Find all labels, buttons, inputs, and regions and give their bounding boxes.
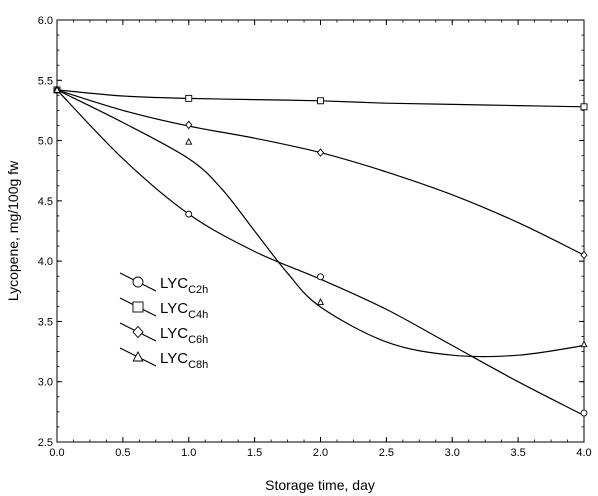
y-tick-label: 5.0 [38, 136, 53, 148]
plot-frame [57, 20, 584, 442]
legend-label-C4h: LYCC4h [160, 300, 208, 321]
data-point-C2h [581, 410, 587, 416]
y-tick-label: 3.0 [38, 377, 53, 389]
data-point-C4h [186, 95, 192, 101]
legend-label-C2h: LYCC2h [160, 275, 208, 296]
legend-marker-C8h [133, 352, 143, 361]
data-point-C2h [318, 274, 324, 280]
y-tick-label: 2.5 [38, 437, 53, 449]
data-point-C4h [318, 98, 324, 104]
x-tick-label: 2.5 [379, 447, 394, 459]
x-tick-label: 1.0 [181, 447, 196, 459]
x-tick-label: 2.0 [313, 447, 328, 459]
legend-label-C6h: LYCC6h [160, 325, 208, 346]
series-line-C8h [57, 90, 584, 357]
series-line-C2h [57, 90, 584, 416]
legend: LYCC2h LYCC4h LYCC6h LYCC8h [120, 273, 208, 371]
y-tick-label: 6.0 [38, 15, 53, 27]
legend-marker-C4h [133, 302, 143, 312]
legend-marker-C2h [133, 277, 143, 287]
data-point-C8h [318, 299, 324, 304]
axis-ticks: 0.0 0.5 1.0 1.5 2.0 2.5 3.0 3.5 4.02.53.03.54.04… [38, 15, 592, 459]
x-tick-label: 1.5 [247, 447, 262, 459]
data-point-C6h [581, 252, 587, 259]
y-tick-label: 5.5 [38, 75, 53, 87]
data-point-C4h [581, 104, 587, 110]
legend-marker-C6h [133, 326, 143, 337]
x-tick-label: 3.5 [510, 447, 525, 459]
legend-label-C8h: LYCC8h [160, 350, 208, 371]
data-point-C6h [318, 149, 324, 156]
data-point-C8h [186, 139, 192, 144]
data-curves [57, 90, 584, 416]
data-point-C6h [186, 121, 192, 128]
y-tick-label: 4.5 [38, 196, 53, 208]
data-point-C2h [186, 211, 192, 217]
series-line-C6h [57, 90, 584, 255]
data-markers [54, 86, 587, 416]
x-tick-label: 4.0 [576, 447, 591, 459]
x-tick-label: 0.5 [115, 447, 130, 459]
x-tick-label: 3.0 [445, 447, 460, 459]
y-tick-label: 4.0 [38, 256, 53, 268]
x-axis-title: Storage time, day [265, 477, 375, 493]
y-tick-label: 3.5 [38, 316, 53, 328]
y-axis-title: Lycopene, mg/100g fw [5, 160, 21, 301]
data-point-C8h [581, 341, 587, 346]
